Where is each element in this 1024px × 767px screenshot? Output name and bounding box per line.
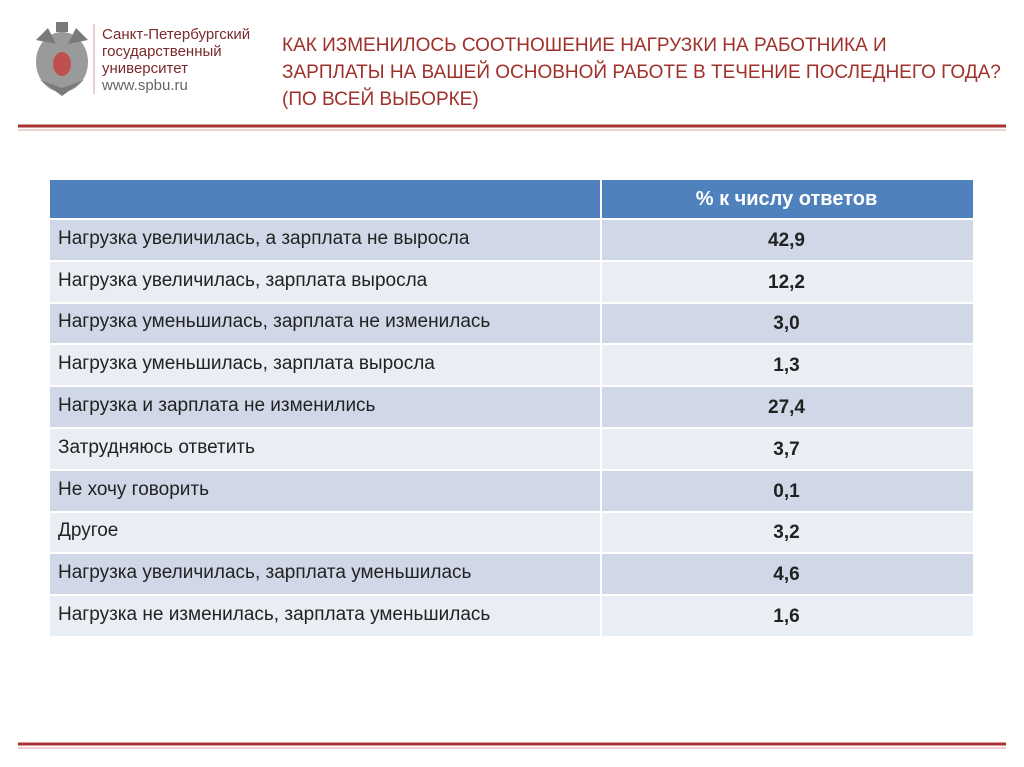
row-value: 42,9 xyxy=(768,229,805,251)
logo-line: Санкт-Петербургский xyxy=(102,26,251,43)
row-bg xyxy=(50,218,973,260)
row-bg xyxy=(50,343,973,386)
row-label: Затрудняюсь ответить xyxy=(58,436,255,458)
row-bg xyxy=(50,510,973,553)
row-divider xyxy=(600,259,602,302)
row-label: Нагрузка не изменилась, зарплата уменьши… xyxy=(58,604,491,626)
row-label: Нагрузка увеличилась, зарплата уменьшила… xyxy=(58,562,472,584)
row-value: 1,3 xyxy=(773,355,800,377)
logo-line: университет xyxy=(102,60,188,77)
row-divider xyxy=(600,301,602,344)
header-cell: % к числу ответов xyxy=(695,187,878,210)
title-line: КАК ИЗМЕНИЛОСЬ СООТНОШЕНИЕ НАГРУЗКИ НА Р… xyxy=(282,35,887,56)
row-divider xyxy=(600,218,602,260)
row-divider xyxy=(600,427,602,469)
row-value: 4,6 xyxy=(773,564,800,586)
title: КАК ИЗМЕНИЛОСЬ СООТНОШЕНИЕ НАГРУЗКИ НА Р… xyxy=(282,32,1001,113)
row-value: 3,0 xyxy=(773,313,800,335)
row-bg xyxy=(50,594,973,636)
logo-text: Санкт-Петербургский государственный универ… xyxy=(102,26,250,94)
row-bg xyxy=(50,259,973,302)
row-divider xyxy=(600,385,602,427)
row-value: 3,7 xyxy=(773,438,800,460)
row-value: 0,1 xyxy=(773,480,800,502)
row-label: Не хочу говорить xyxy=(58,478,209,500)
logo-line: государственный xyxy=(102,43,222,60)
row-bg xyxy=(50,552,973,595)
row-label: Нагрузка увеличилась, зарплата выросла xyxy=(58,269,428,291)
row-divider xyxy=(600,343,602,386)
row-label: Другое xyxy=(58,520,119,542)
row-value: 27,4 xyxy=(768,397,805,419)
row-value: 12,2 xyxy=(768,271,805,293)
header-divider xyxy=(600,180,602,218)
row-label: Нагрузка увеличилась, а зарплата не выро… xyxy=(58,227,470,249)
title-line: (ПО ВСЕЙ ВЫБОРКЕ) xyxy=(282,89,479,110)
row-value: 1,6 xyxy=(773,606,800,628)
logo-line: www.spbu.ru xyxy=(102,77,188,94)
row-bg xyxy=(50,385,973,427)
row-divider xyxy=(600,510,602,553)
header-bg xyxy=(50,180,973,218)
table: % к числу ответов Нагрузка увеличилась, а… xyxy=(50,180,973,636)
row-divider xyxy=(600,552,602,595)
row-divider xyxy=(600,468,602,511)
row-bg xyxy=(50,468,973,511)
row-bg xyxy=(50,301,973,344)
row-label: Нагрузка и зарплата не изменились xyxy=(58,395,376,417)
row-label: Нагрузка уменьшилась, зарплата выросла xyxy=(58,353,435,375)
row-value: 3,2 xyxy=(773,522,800,544)
row-divider xyxy=(600,594,602,636)
row-label: Нагрузка уменьшилась, зарплата не измени… xyxy=(58,311,491,333)
row-bg xyxy=(50,427,973,469)
emblem xyxy=(36,22,88,96)
title-line: ЗАРПЛАТЫ НА ВАШЕЙ ОСНОВНОЙ РАБОТЕ В ТЕЧЕ… xyxy=(282,62,1001,83)
